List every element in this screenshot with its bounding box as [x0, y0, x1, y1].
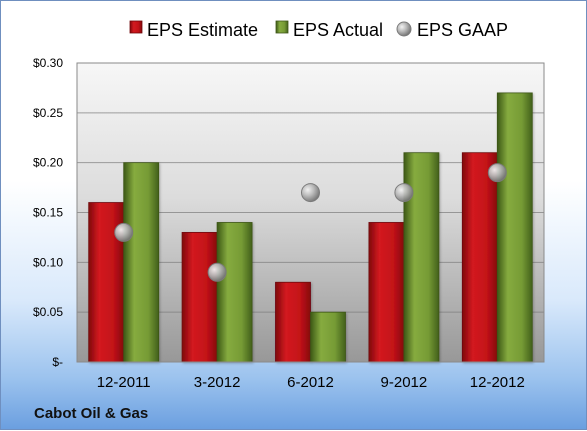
gaap-point-layer — [114, 163, 507, 282]
eps-actual-bar — [123, 162, 160, 363]
plot-border — [76, 62, 545, 363]
y-tick-label: $0.30 — [33, 56, 63, 70]
eps-estimate-bar — [461, 152, 498, 363]
y-tick-label: $0.20 — [33, 156, 63, 170]
legend: EPS Estimate EPS Actual EPS GAAP — [129, 20, 508, 40]
x-tick-label: 12-2011 — [97, 374, 151, 391]
x-tick-label: 6-2012 — [287, 374, 334, 391]
y-tick-label: $0.25 — [33, 106, 63, 120]
legend-estimate-label: EPS Estimate — [147, 20, 258, 40]
x-tick-label: 9-2012 — [381, 374, 428, 391]
eps-gaap-point — [301, 183, 320, 203]
legend-gaap-swatch — [396, 21, 412, 37]
legend-actual-label: EPS Actual — [293, 20, 383, 40]
x-tick-label: 3-2012 — [194, 374, 241, 391]
eps-gaap-point — [487, 163, 507, 183]
eps-estimate-bar — [368, 222, 405, 363]
eps-actual-bar — [216, 222, 253, 363]
company-label: Cabot Oil & Gas — [34, 405, 148, 422]
legend-estimate-swatch — [129, 20, 143, 34]
eps-gaap-point — [207, 262, 227, 282]
eps-gaap-point — [394, 183, 414, 203]
legend-actual-swatch — [275, 20, 289, 34]
eps-estimate-bar — [181, 232, 218, 363]
x-tick-label: 12-2012 — [470, 374, 525, 391]
y-tick-label: $0.05 — [33, 305, 63, 319]
y-tick-label: $- — [52, 355, 63, 369]
eps-gaap-point — [114, 222, 134, 242]
eps-estimate-bar — [275, 281, 311, 363]
axis-layer: $- $0.05 $0.10 $0.15 $0.20 $0.25 $0.30 12-2011 3… — [33, 56, 545, 391]
eps-actual-bar — [310, 311, 346, 363]
eps-actual-bar — [496, 92, 533, 363]
y-tick-label: $0.15 — [33, 206, 63, 220]
legend-gaap-label: EPS GAAP — [417, 20, 508, 40]
y-tick-label: $0.10 — [33, 255, 63, 269]
eps-actual-bar — [403, 152, 440, 363]
